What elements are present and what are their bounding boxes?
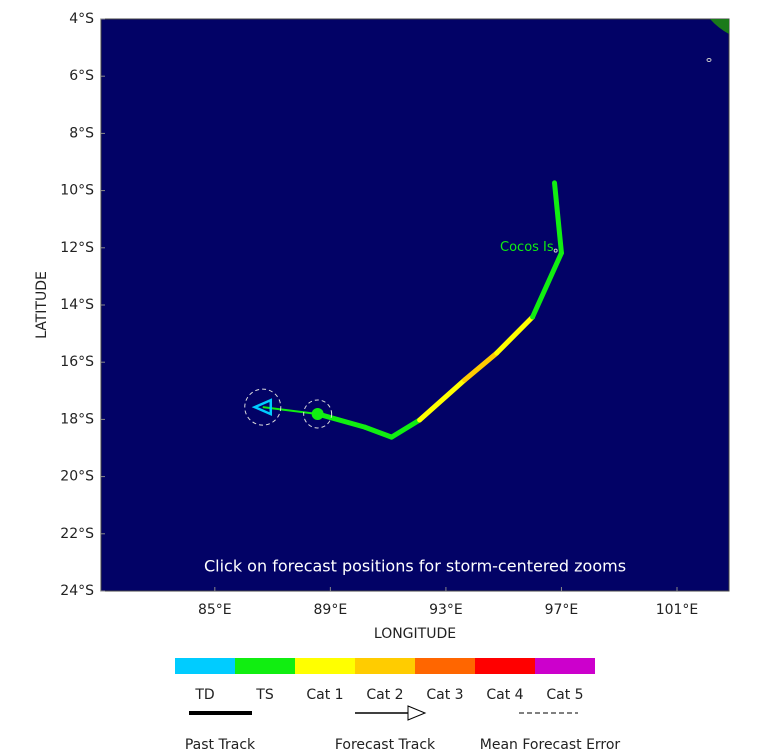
y-tick-label: 22°S — [60, 526, 94, 542]
legend-swatch — [175, 658, 235, 674]
x-tick-label: 85°E — [198, 602, 232, 618]
legend-category: TD — [194, 687, 214, 703]
y-tick-label: 8°S — [69, 125, 94, 141]
legend-category: Cat 3 — [426, 687, 463, 703]
legend-label: Past Track — [185, 737, 256, 752]
forecast-legend-arrow — [407, 705, 427, 721]
x-tick-label: 89°E — [314, 602, 348, 618]
forecast-segment — [315, 411, 368, 430]
error-circle — [303, 399, 333, 429]
forecast-segment — [552, 180, 564, 256]
forecast-position[interactable] — [311, 407, 324, 420]
x-tick-label: 101°E — [656, 602, 699, 618]
island — [706, 58, 712, 62]
x-axis-title: LONGITUDE — [374, 626, 456, 642]
legend-swatch — [355, 658, 415, 674]
legend-swatch — [295, 658, 355, 674]
legend-category: Cat 5 — [546, 687, 583, 703]
y-tick-label: 4°S — [69, 11, 94, 27]
x-tick-label: 97°E — [545, 602, 579, 618]
legend-label: Forecast Track — [335, 737, 436, 752]
legend-swatch — [415, 658, 475, 674]
y-axis-title: LATITUDE — [34, 271, 50, 339]
forecast-segment — [530, 250, 564, 320]
legend-category: Cat 1 — [306, 687, 343, 703]
error-circle — [244, 388, 282, 426]
legend-swatch — [535, 658, 595, 674]
forecast-segment — [362, 424, 395, 440]
land — [710, 19, 729, 34]
y-tick-label: 24°S — [60, 583, 94, 599]
place-label: Cocos Is — [500, 240, 554, 255]
forecast-segment — [417, 377, 468, 423]
y-tick-label: 6°S — [69, 68, 94, 84]
legend-category: Cat 4 — [486, 687, 523, 703]
forecast-segment — [389, 417, 423, 440]
storm-marker — [251, 398, 273, 417]
legend-category: TS — [255, 687, 274, 703]
legend-swatch — [475, 658, 535, 674]
y-tick-label: 20°S — [60, 469, 94, 485]
y-tick-label: 12°S — [60, 240, 94, 256]
place-marker — [553, 248, 558, 253]
forecast-segment — [494, 314, 536, 356]
ocean — [100, 18, 730, 592]
annotation[interactable]: Click on forecast positions for storm-ce… — [204, 557, 626, 576]
y-tick-label: 16°S — [60, 354, 94, 370]
x-tick-label: 93°E — [429, 602, 463, 618]
y-tick-label: 10°S — [60, 183, 94, 199]
legend-category: Cat 2 — [366, 687, 403, 703]
legend-label: Mean Forecast Error — [480, 737, 621, 752]
forecast-segment — [462, 350, 500, 383]
y-tick-label: 18°S — [60, 411, 94, 427]
legend-swatch — [235, 658, 295, 674]
y-tick-label: 14°S — [60, 297, 94, 313]
